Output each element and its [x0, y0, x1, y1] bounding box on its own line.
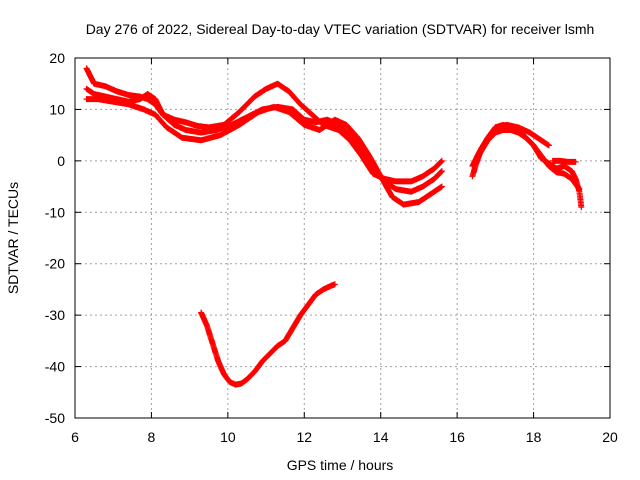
x-tick-label: 16 [449, 429, 465, 445]
y-axis-label: SDTVAR / TECUs [5, 182, 21, 294]
plus-markers [83, 65, 445, 185]
y-tick-label: -20 [45, 256, 65, 272]
plus-markers [469, 121, 585, 211]
x-tick-label: 10 [220, 429, 236, 445]
y-tick-label: -30 [45, 307, 65, 323]
plus-markers [83, 96, 445, 208]
series-track-c [83, 96, 445, 208]
y-tick-label: -50 [45, 410, 65, 426]
x-tick-label: 8 [148, 429, 156, 445]
y-tick-label: 10 [49, 101, 65, 117]
x-axis: 6 8 10 12 14 16 18 20 [71, 58, 618, 445]
plus-markers [549, 157, 579, 165]
y-tick-label: 0 [57, 153, 65, 169]
y-tick-label: 20 [49, 50, 65, 66]
series-track-d [198, 281, 338, 388]
plus-markers [198, 281, 338, 388]
y-tick-label: -40 [45, 359, 65, 375]
x-tick-label: 12 [296, 429, 312, 445]
data-points [83, 65, 585, 388]
x-tick-label: 14 [373, 429, 389, 445]
x-tick-label: 20 [602, 429, 618, 445]
series-track-h [549, 157, 579, 165]
series-track-f [469, 121, 585, 211]
x-tick-label: 6 [71, 429, 79, 445]
series-track-g [492, 121, 552, 149]
chart-title: Day 276 of 2022, Sidereal Day-to-day VTE… [86, 21, 595, 37]
y-axis: 20 10 0 -10 -20 -30 -40 -50 [45, 50, 610, 426]
x-tick-label: 18 [526, 429, 542, 445]
y-tick-label: -10 [45, 204, 65, 220]
plot-frame [74, 57, 611, 419]
series-track-a [83, 65, 445, 185]
plus-markers [492, 121, 552, 149]
x-axis-label: GPS time / hours [287, 457, 394, 473]
